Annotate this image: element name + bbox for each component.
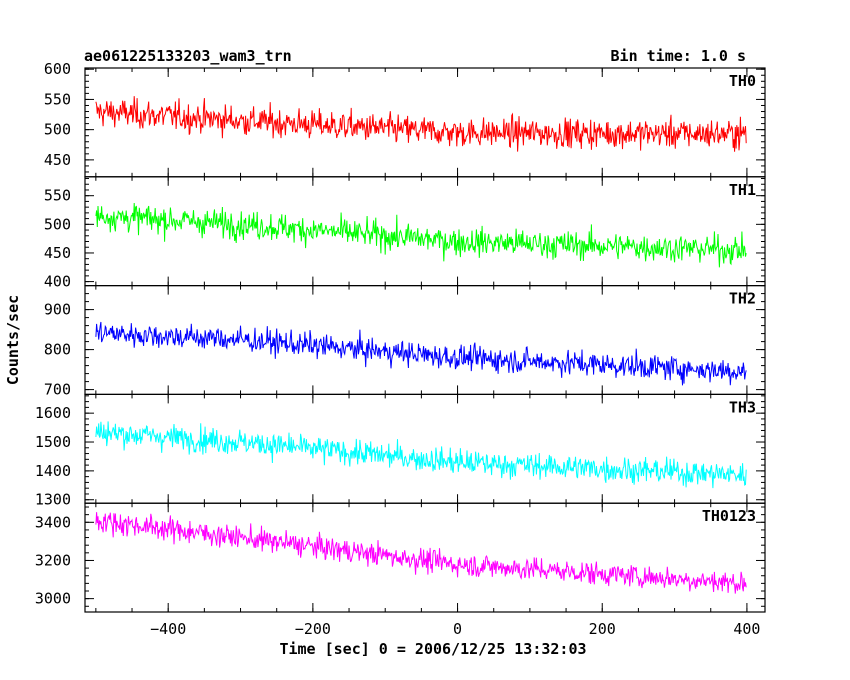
series-line-th1 <box>95 202 747 268</box>
panel-label-th3: TH3 <box>729 398 756 416</box>
y-tick-label: 1300 <box>35 491 71 509</box>
y-tick-label: 900 <box>44 301 71 319</box>
y-tick-label: 700 <box>44 381 71 399</box>
panel-label-th0123: TH0123 <box>702 507 756 525</box>
panel-label-th1: TH1 <box>729 181 756 199</box>
y-axis-label: Counts/sec <box>4 295 22 385</box>
y-tick-label: 3200 <box>35 551 71 569</box>
y-tick-label: 500 <box>44 121 71 139</box>
panel-frame-th3 <box>84 393 766 504</box>
y-tick-label: 600 <box>44 60 71 78</box>
panel-label-th2: TH2 <box>729 290 756 308</box>
y-tick-label: 1600 <box>35 404 71 422</box>
y-tick-label: 550 <box>44 187 71 205</box>
panel-label-th0: TH0 <box>729 72 756 90</box>
y-tick-label: 450 <box>44 151 71 169</box>
x-tick-label: −200 <box>295 620 331 638</box>
series-line-th0123 <box>95 512 747 594</box>
series-line-th3 <box>95 421 747 489</box>
x-axis-label: Time [sec] 0 = 2006/12/25 13:32:03 <box>279 640 586 658</box>
x-tick-label: 0 <box>453 620 462 638</box>
panels-group: 450 500 550 600 TH0 400 450 500 550 TH1 700 800 900 T… <box>35 60 766 638</box>
panel-frame-th2 <box>84 285 766 396</box>
y-tick-label: 500 <box>44 215 71 233</box>
chart-title: ae061225133203_wam3_trn <box>84 47 292 65</box>
y-tick-label: 3400 <box>35 513 71 531</box>
series-line-th0 <box>95 96 747 152</box>
x-tick-label: 400 <box>733 620 760 638</box>
y-tick-label: 1400 <box>35 462 71 480</box>
x-tick-label: −400 <box>150 620 186 638</box>
y-tick-label: 800 <box>44 341 71 359</box>
series-line-th2 <box>95 321 747 386</box>
bin-time-label: Bin time: 1.0 s <box>611 47 746 65</box>
x-tick-label: 200 <box>589 620 616 638</box>
panel-frame-th1 <box>84 176 766 287</box>
y-tick-label: 1500 <box>35 433 71 451</box>
y-tick-label: 550 <box>44 90 71 108</box>
y-tick-label: 450 <box>44 244 71 262</box>
y-tick-label: 3000 <box>35 590 71 608</box>
panel-frame-th0123 <box>84 502 766 613</box>
y-tick-label: 400 <box>44 273 71 291</box>
